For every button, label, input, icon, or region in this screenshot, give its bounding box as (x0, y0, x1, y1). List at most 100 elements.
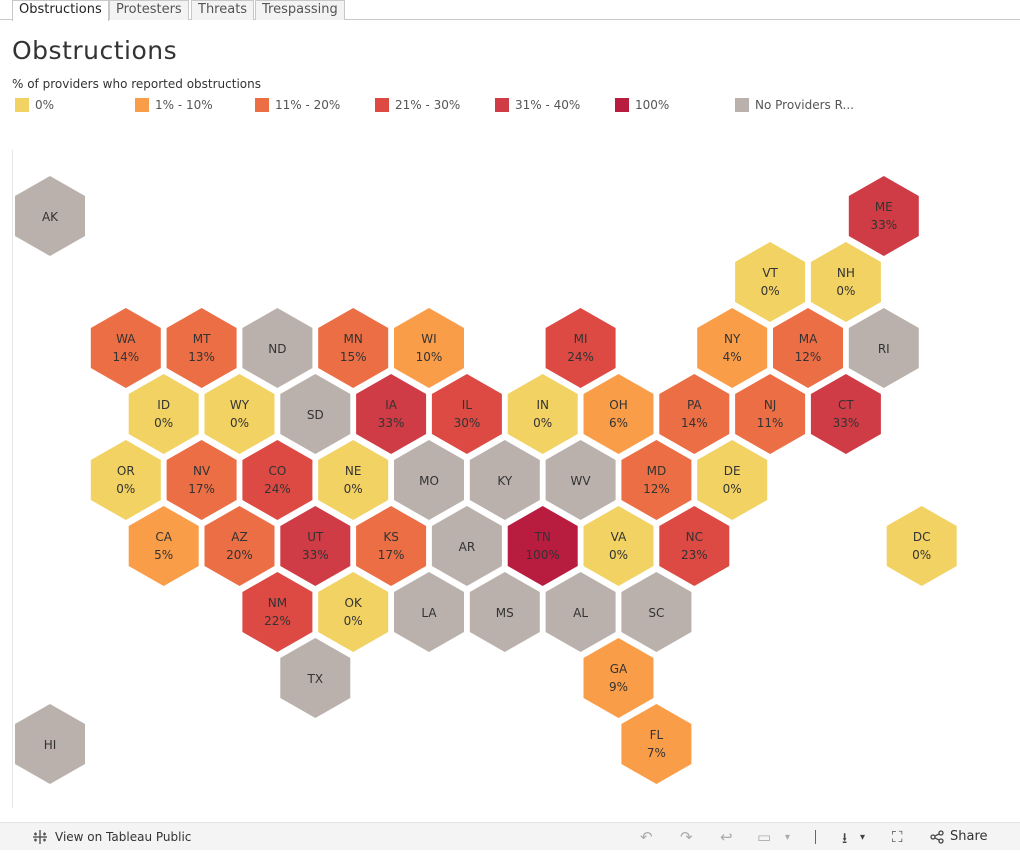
view-on-tableau-link[interactable]: View on Tableau Public (32, 829, 191, 845)
tab-protesters[interactable]: Protesters (109, 0, 189, 20)
state-value-label: 33% (302, 548, 329, 562)
state-hex-mo[interactable]: MO (394, 440, 464, 520)
state-hex-ia[interactable]: IA 33% (356, 374, 427, 454)
state-abbr-label: DE (724, 464, 741, 478)
download-icon[interactable]: ⭳ (842, 829, 848, 847)
legend-item-1[interactable]: 1% - 10% (135, 97, 213, 113)
state-hex-ks[interactable]: KS 17% (356, 506, 427, 586)
state-hex-ut[interactable]: UT 33% (280, 506, 351, 586)
state-value-label: 0% (533, 416, 552, 430)
state-hex-la[interactable]: LA (394, 572, 464, 652)
state-hex-ok[interactable]: OK 0% (318, 572, 389, 652)
state-hex-shape (280, 638, 351, 718)
state-hex-ky[interactable]: KY (469, 440, 540, 520)
state-hex-me[interactable]: ME 33% (848, 176, 919, 256)
state-hex-co[interactable]: CO 24% (242, 440, 313, 520)
redo-icon[interactable]: ↷ (680, 828, 693, 846)
state-hex-dc[interactable]: DC 0% (886, 506, 957, 586)
tab-obstructions[interactable]: Obstructions (12, 0, 109, 21)
state-abbr-label: IN (536, 398, 549, 412)
state-hex-ga[interactable]: GA 9% (583, 638, 654, 718)
state-hex-hi[interactable]: HI (15, 704, 85, 784)
state-abbr-label: NV (193, 464, 211, 478)
tab-threats[interactable]: Threats (191, 0, 255, 20)
download-dropdown-icon[interactable]: ▾ (860, 832, 866, 843)
state-value-label: 0% (723, 482, 742, 496)
state-hex-nj[interactable]: NJ 11% (735, 374, 806, 454)
state-hex-wa[interactable]: WA 14% (90, 308, 161, 388)
legend-item-4[interactable]: 31% - 40% (495, 97, 580, 113)
state-abbr-label: IA (385, 398, 398, 412)
state-hex-nh[interactable]: NH 0% (810, 242, 881, 322)
legend-item-5[interactable]: 100% (615, 97, 669, 113)
state-abbr-label: IL (462, 398, 473, 412)
state-hex-shape (469, 572, 540, 652)
revert-icon[interactable]: ↩ (720, 828, 733, 846)
state-abbr-label: KS (383, 530, 399, 544)
state-abbr-label: OK (345, 596, 363, 610)
pause-dropdown-icon[interactable]: ▾ (785, 832, 791, 843)
legend-item-2[interactable]: 11% - 20% (255, 97, 340, 113)
state-hex-ne[interactable]: NE 0% (318, 440, 389, 520)
state-hex-tn[interactable]: TN 100% (507, 506, 578, 586)
state-hex-wy[interactable]: WY 0% (204, 374, 275, 454)
state-hex-id[interactable]: ID 0% (128, 374, 199, 454)
state-hex-ak[interactable]: AK (15, 176, 85, 256)
state-hex-il[interactable]: IL 30% (431, 374, 502, 454)
state-hex-shape (204, 374, 275, 454)
state-hex-nv[interactable]: NV 17% (166, 440, 237, 520)
state-value-label: 0% (609, 548, 628, 562)
state-hex-shape (394, 440, 464, 520)
tab-trespassing[interactable]: Trespassing (255, 0, 345, 20)
state-value-label: 4% (723, 350, 742, 364)
state-hex-shape (90, 308, 161, 388)
state-hex-pa[interactable]: PA 14% (659, 374, 730, 454)
state-hex-mt[interactable]: MT 13% (166, 308, 237, 388)
state-hex-sd[interactable]: SD (280, 374, 351, 454)
state-hex-wi[interactable]: WI 10% (394, 308, 464, 388)
state-hex-nd[interactable]: ND (242, 308, 313, 388)
legend-item-3[interactable]: 21% - 30% (375, 97, 460, 113)
state-hex-az[interactable]: AZ 20% (204, 506, 275, 586)
state-hex-or[interactable]: OR 0% (90, 440, 161, 520)
state-hex-ri[interactable]: RI (848, 308, 919, 388)
state-hex-ca[interactable]: CA 5% (128, 506, 199, 586)
state-hex-ct[interactable]: CT 33% (810, 374, 881, 454)
state-hex-tx[interactable]: TX (280, 638, 351, 718)
state-abbr-label: WA (116, 332, 136, 346)
state-hex-de[interactable]: DE 0% (697, 440, 768, 520)
state-value-label: 5% (154, 548, 173, 562)
state-hex-va[interactable]: VA 0% (583, 506, 654, 586)
state-hex-ny[interactable]: NY 4% (697, 308, 768, 388)
state-hex-vt[interactable]: VT 0% (735, 242, 806, 322)
state-hex-al[interactable]: AL (545, 572, 616, 652)
pause-icon[interactable]: ▭ (757, 828, 772, 846)
share-button[interactable]: Share (930, 829, 988, 844)
state-hex-mn[interactable]: MN 15% (318, 308, 389, 388)
state-abbr-label: MD (647, 464, 667, 478)
state-hex-md[interactable]: MD 12% (621, 440, 692, 520)
state-value-label: 17% (378, 548, 405, 562)
state-hex-in[interactable]: IN 0% (507, 374, 578, 454)
state-hex-wv[interactable]: WV (545, 440, 616, 520)
state-hex-ma[interactable]: MA 12% (773, 308, 843, 388)
legend-item-6[interactable]: No Providers R... (735, 97, 854, 113)
undo-icon[interactable]: ↶ (640, 828, 653, 846)
state-hex-ms[interactable]: MS (469, 572, 540, 652)
state-hex-nc[interactable]: NC 23% (659, 506, 730, 586)
state-hex-shape (90, 440, 161, 520)
state-value-label: 24% (567, 350, 594, 364)
legend-item-0[interactable]: 0% (15, 97, 54, 113)
state-hex-shape (469, 440, 540, 520)
state-hex-shape (659, 506, 730, 586)
page-title: Obstructions (12, 36, 178, 65)
legend-label: 100% (635, 98, 670, 112)
state-hex-oh[interactable]: OH 6% (583, 374, 654, 454)
fullscreen-icon[interactable]: ⛶ (892, 828, 903, 846)
state-hex-fl[interactable]: FL 7% (621, 704, 692, 784)
state-abbr-label: FL (650, 728, 664, 742)
state-hex-sc[interactable]: SC (621, 572, 692, 652)
state-hex-ar[interactable]: AR (431, 506, 502, 586)
state-hex-mi[interactable]: MI 24% (545, 308, 616, 388)
state-hex-nm[interactable]: NM 22% (242, 572, 313, 652)
